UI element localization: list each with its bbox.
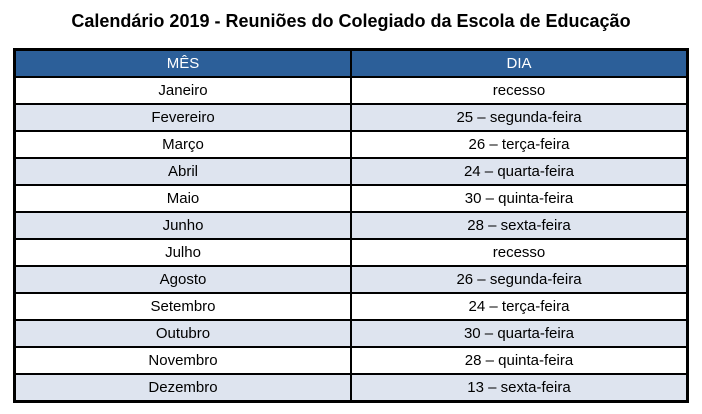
day-cell: 28 – quinta-feira bbox=[350, 346, 689, 375]
table-row: Março 26 – terça-feira bbox=[13, 130, 689, 159]
day-cell: 28 – sexta-feira bbox=[350, 211, 689, 240]
day-cell: 30 – quarta-feira bbox=[350, 319, 689, 348]
month-cell: Setembro bbox=[13, 292, 352, 321]
table-row: Setembro 24 – terça-feira bbox=[13, 292, 689, 321]
table-header: MÊS DIA bbox=[13, 48, 689, 78]
day-cell: 13 – sexta-feira bbox=[350, 373, 689, 403]
calendar-table: MÊS DIA Janeiro recesso Fevereiro 25 – segu… bbox=[13, 48, 689, 403]
month-cell: Março bbox=[13, 130, 352, 159]
month-cell: Abril bbox=[13, 157, 352, 186]
table-row: Novembro 28 – quinta-feira bbox=[13, 346, 689, 375]
day-cell: 24 – quarta-feira bbox=[350, 157, 689, 186]
table-row: Abril 24 – quarta-feira bbox=[13, 157, 689, 186]
header-cell-month: MÊS bbox=[13, 48, 352, 78]
header-row: MÊS DIA bbox=[13, 48, 689, 78]
day-cell: 25 – segunda-feira bbox=[350, 103, 689, 132]
month-cell: Janeiro bbox=[13, 76, 352, 105]
month-cell: Fevereiro bbox=[13, 103, 352, 132]
table-row: Janeiro recesso bbox=[13, 76, 689, 105]
month-cell: Novembro bbox=[13, 346, 352, 375]
month-cell: Julho bbox=[13, 238, 352, 267]
day-cell: 26 – segunda-feira bbox=[350, 265, 689, 294]
table-row: Outubro 30 – quarta-feira bbox=[13, 319, 689, 348]
table-row: Fevereiro 25 – segunda-feira bbox=[13, 103, 689, 132]
day-cell: 26 – terça-feira bbox=[350, 130, 689, 159]
table-row: Dezembro 13 – sexta-feira bbox=[13, 373, 689, 403]
month-cell: Maio bbox=[13, 184, 352, 213]
day-cell: recesso bbox=[350, 76, 689, 105]
month-cell: Dezembro bbox=[13, 373, 352, 403]
page-title: Calendário 2019 - Reuniões do Colegiado … bbox=[71, 11, 631, 31]
table-row: Maio 30 – quinta-feira bbox=[13, 184, 689, 213]
month-cell: Agosto bbox=[13, 265, 352, 294]
header-cell-day: DIA bbox=[350, 48, 689, 78]
table-row: Julho recesso bbox=[13, 238, 689, 267]
day-cell: 24 – terça-feira bbox=[350, 292, 689, 321]
table-row: Junho 28 – sexta-feira bbox=[13, 211, 689, 240]
day-cell: 30 – quinta-feira bbox=[350, 184, 689, 213]
table-row: Agosto 26 – segunda-feira bbox=[13, 265, 689, 294]
table-body: Janeiro recesso Fevereiro 25 – segunda-feir… bbox=[13, 76, 689, 403]
month-cell: Outubro bbox=[13, 319, 352, 348]
day-cell: recesso bbox=[350, 238, 689, 267]
month-cell: Junho bbox=[13, 211, 352, 240]
